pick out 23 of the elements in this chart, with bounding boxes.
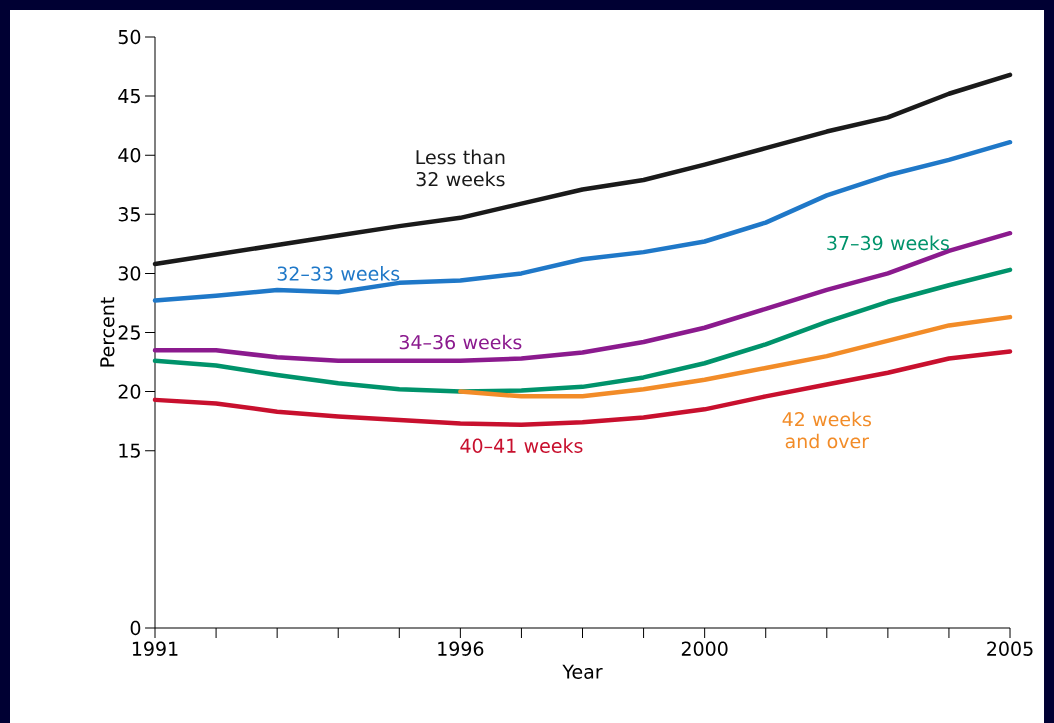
line-series (152, 139, 1013, 303)
y-tick-label: 0 (130, 620, 141, 636)
series-label: 34–36 weeks (399, 334, 522, 350)
y-tick-label: 45 (118, 89, 140, 104)
text: 42 weeks and over (782, 411, 872, 449)
x-tick-label: 2000 (681, 641, 728, 656)
series-label: Less than 32 weeks (416, 149, 505, 187)
y-tick-label: 40 (118, 148, 141, 163)
y-tick-label: 20 (118, 384, 141, 399)
y-tick-label: 30 (118, 266, 141, 281)
line-series (152, 267, 1013, 394)
x-tick-label: 1996 (438, 641, 484, 656)
y-tick-label: 50 (118, 29, 141, 45)
series-label: 37–39 weeks (827, 235, 949, 251)
y-tick-label: 15 (119, 443, 140, 458)
series-label: 40–41 weeks (460, 438, 583, 453)
y-axis-title: Percent (100, 297, 115, 367)
series-label: 32–33 weeks (277, 266, 400, 281)
y-tick-label: 35 (118, 207, 140, 222)
x-tick-label: 1991 (132, 641, 178, 656)
x-axis-title: Year (562, 664, 603, 679)
x-tick-label: 2005 (987, 641, 1033, 656)
y-tick-label: 25 (118, 325, 140, 340)
